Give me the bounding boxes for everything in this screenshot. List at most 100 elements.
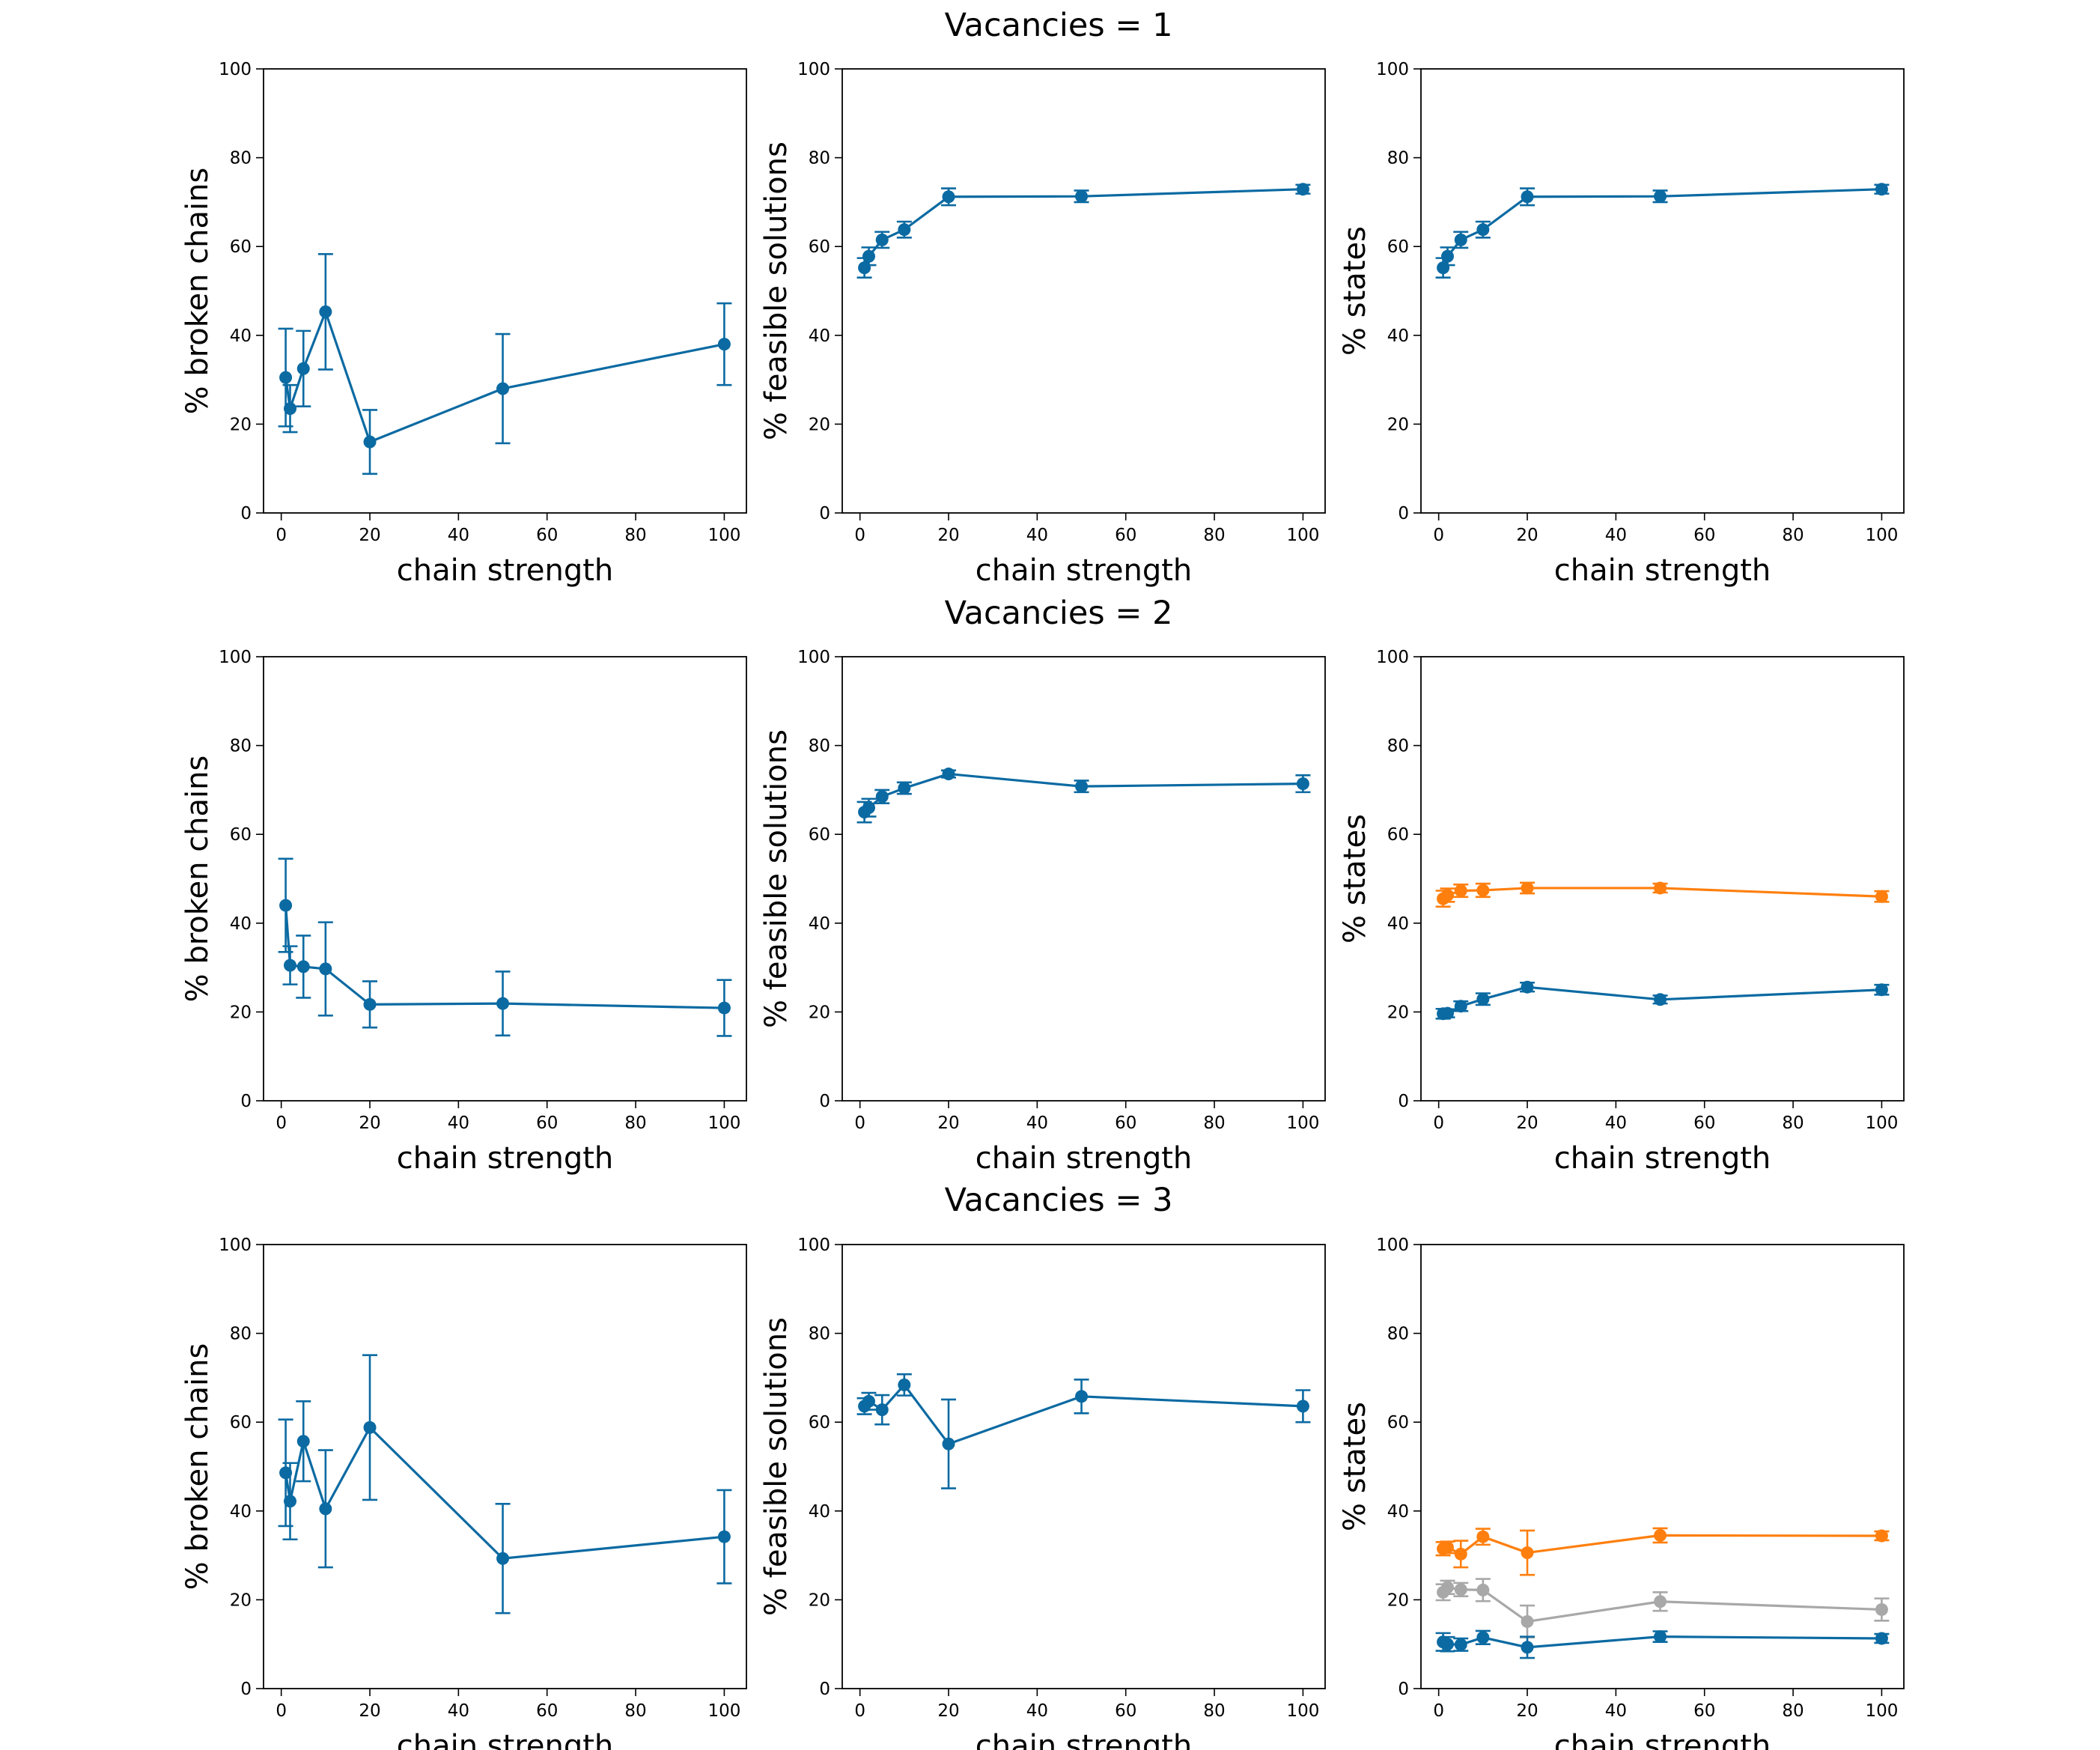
data-point [1296, 183, 1309, 196]
data-point [1454, 1583, 1467, 1596]
data-point [363, 435, 377, 449]
y-tick-label: 100 [1376, 60, 1409, 79]
x-tick-label: 60 [1115, 526, 1136, 545]
y-tick-label: 100 [219, 648, 252, 667]
y-tick-label: 60 [230, 237, 252, 257]
x-tick-label: 20 [359, 1701, 380, 1721]
data-point [363, 997, 377, 1011]
x-tick-label: 0 [1433, 1701, 1444, 1721]
y-axis-label: % states [1338, 1402, 1372, 1531]
y-tick-label: 20 [230, 1003, 252, 1022]
data-point [898, 223, 911, 237]
axes-frame [1420, 1244, 1905, 1689]
x-tick-label: 0 [854, 1701, 865, 1721]
x-tick-label: 40 [1026, 1114, 1048, 1133]
y-tick-label: 60 [230, 825, 252, 845]
data-point [1875, 183, 1888, 196]
y-axis-label: % states [1338, 814, 1372, 944]
data-point [1476, 992, 1490, 1006]
data-point [1476, 1631, 1490, 1644]
series-gray [1435, 1578, 1890, 1639]
x-tick-label: 100 [707, 1701, 740, 1721]
y-tick-label: 100 [797, 1236, 830, 1255]
y-tick-label: 20 [809, 415, 830, 434]
y-tick-label: 80 [1387, 149, 1409, 168]
x-tick-label: 60 [1693, 1701, 1715, 1721]
y-axis-label: % broken chains [180, 168, 215, 415]
y-tick-label: 60 [230, 1413, 252, 1432]
y-tick-label: 60 [1387, 1413, 1409, 1432]
axes-frame [263, 656, 747, 1102]
series-line [284, 1425, 725, 1560]
data-point [1441, 888, 1455, 902]
x-tick-label: 100 [1865, 1701, 1898, 1721]
y-tick-label: 80 [230, 149, 252, 168]
y-tick-label: 60 [1387, 237, 1409, 257]
y-tick-label: 100 [1376, 648, 1409, 667]
y-tick-label: 0 [1398, 504, 1409, 523]
axes-frame [263, 68, 747, 514]
y-tick-label: 20 [1387, 415, 1409, 434]
panel-6: 0 20 40 60 80 100 0 20 40 60 80 100 chain strength % … [180, 1236, 747, 1750]
data-point [942, 190, 955, 204]
data-point [862, 801, 876, 815]
x-tick-label: 60 [1115, 1701, 1136, 1721]
data-point [284, 1495, 297, 1508]
data-point [296, 1435, 310, 1448]
axes-frame [1420, 656, 1905, 1102]
data-point [1476, 1583, 1490, 1596]
row-title-vacancies-1: Vacancies = 1 [945, 7, 1173, 44]
y-tick-label: 40 [1387, 326, 1409, 346]
data-point [1875, 1529, 1888, 1543]
data-point [1454, 1547, 1467, 1561]
data-point [875, 233, 889, 246]
y-tick-label: 0 [819, 504, 830, 523]
series-blue [1435, 1629, 1890, 1659]
y-axis-label: % broken chains [180, 756, 215, 1003]
series-blue [278, 252, 732, 476]
y-tick-label: 40 [809, 1502, 830, 1522]
data-point [279, 899, 293, 912]
x-tick-label: 0 [1433, 1114, 1444, 1133]
y-tick-label: 20 [1387, 1003, 1409, 1022]
series-blue [1435, 980, 1890, 1021]
axes-frame [841, 1244, 1326, 1689]
x-tick-label: 100 [1865, 526, 1898, 545]
x-tick-label: 40 [448, 1114, 469, 1133]
x-tick-label: 40 [1026, 1701, 1048, 1721]
data-point [1521, 1641, 1534, 1654]
x-tick-label: 80 [1782, 1114, 1804, 1133]
data-point [1441, 1581, 1455, 1594]
y-axis-label: % states [1338, 226, 1372, 356]
x-tick-label: 40 [1605, 1701, 1627, 1721]
panel-8: 0 20 40 60 80 100 0 20 40 60 80 100 chain strength % … [1338, 1236, 1905, 1750]
x-tick-label: 0 [1433, 526, 1444, 545]
data-point [1875, 1602, 1888, 1616]
x-tick-label: 60 [536, 1114, 558, 1133]
y-tick-label: 100 [1376, 1236, 1409, 1255]
data-point [717, 1530, 731, 1543]
row-title-vacancies-3: Vacancies = 3 [945, 1182, 1173, 1219]
series-blue [856, 1373, 1311, 1489]
row-title-vacancies-2: Vacancies = 2 [945, 595, 1173, 632]
y-tick-label: 0 [240, 504, 252, 523]
x-tick-label: 100 [1865, 1114, 1898, 1133]
data-point [284, 402, 297, 416]
y-tick-label: 60 [809, 825, 830, 845]
data-point [1476, 884, 1490, 897]
x-tick-label: 80 [624, 526, 646, 545]
axes-frame [1420, 68, 1905, 514]
panel-0: 0 20 40 60 80 100 0 20 40 60 80 100 chain strength % … [180, 60, 747, 588]
x-tick-label: 20 [937, 1701, 959, 1721]
x-axis-label: chain strength [976, 1729, 1193, 1750]
x-tick-label: 20 [359, 1114, 380, 1133]
y-tick-label: 100 [797, 648, 830, 667]
panel-4: 0 20 40 60 80 100 0 20 40 60 80 100 chain strength % … [759, 648, 1326, 1176]
data-point [1454, 884, 1467, 898]
x-tick-label: 0 [276, 1114, 287, 1133]
x-axis-label: chain strength [397, 1729, 614, 1750]
y-tick-label: 0 [240, 1680, 252, 1699]
x-tick-label: 100 [707, 526, 740, 545]
data-point [1441, 1638, 1455, 1651]
data-point [1654, 189, 1667, 203]
